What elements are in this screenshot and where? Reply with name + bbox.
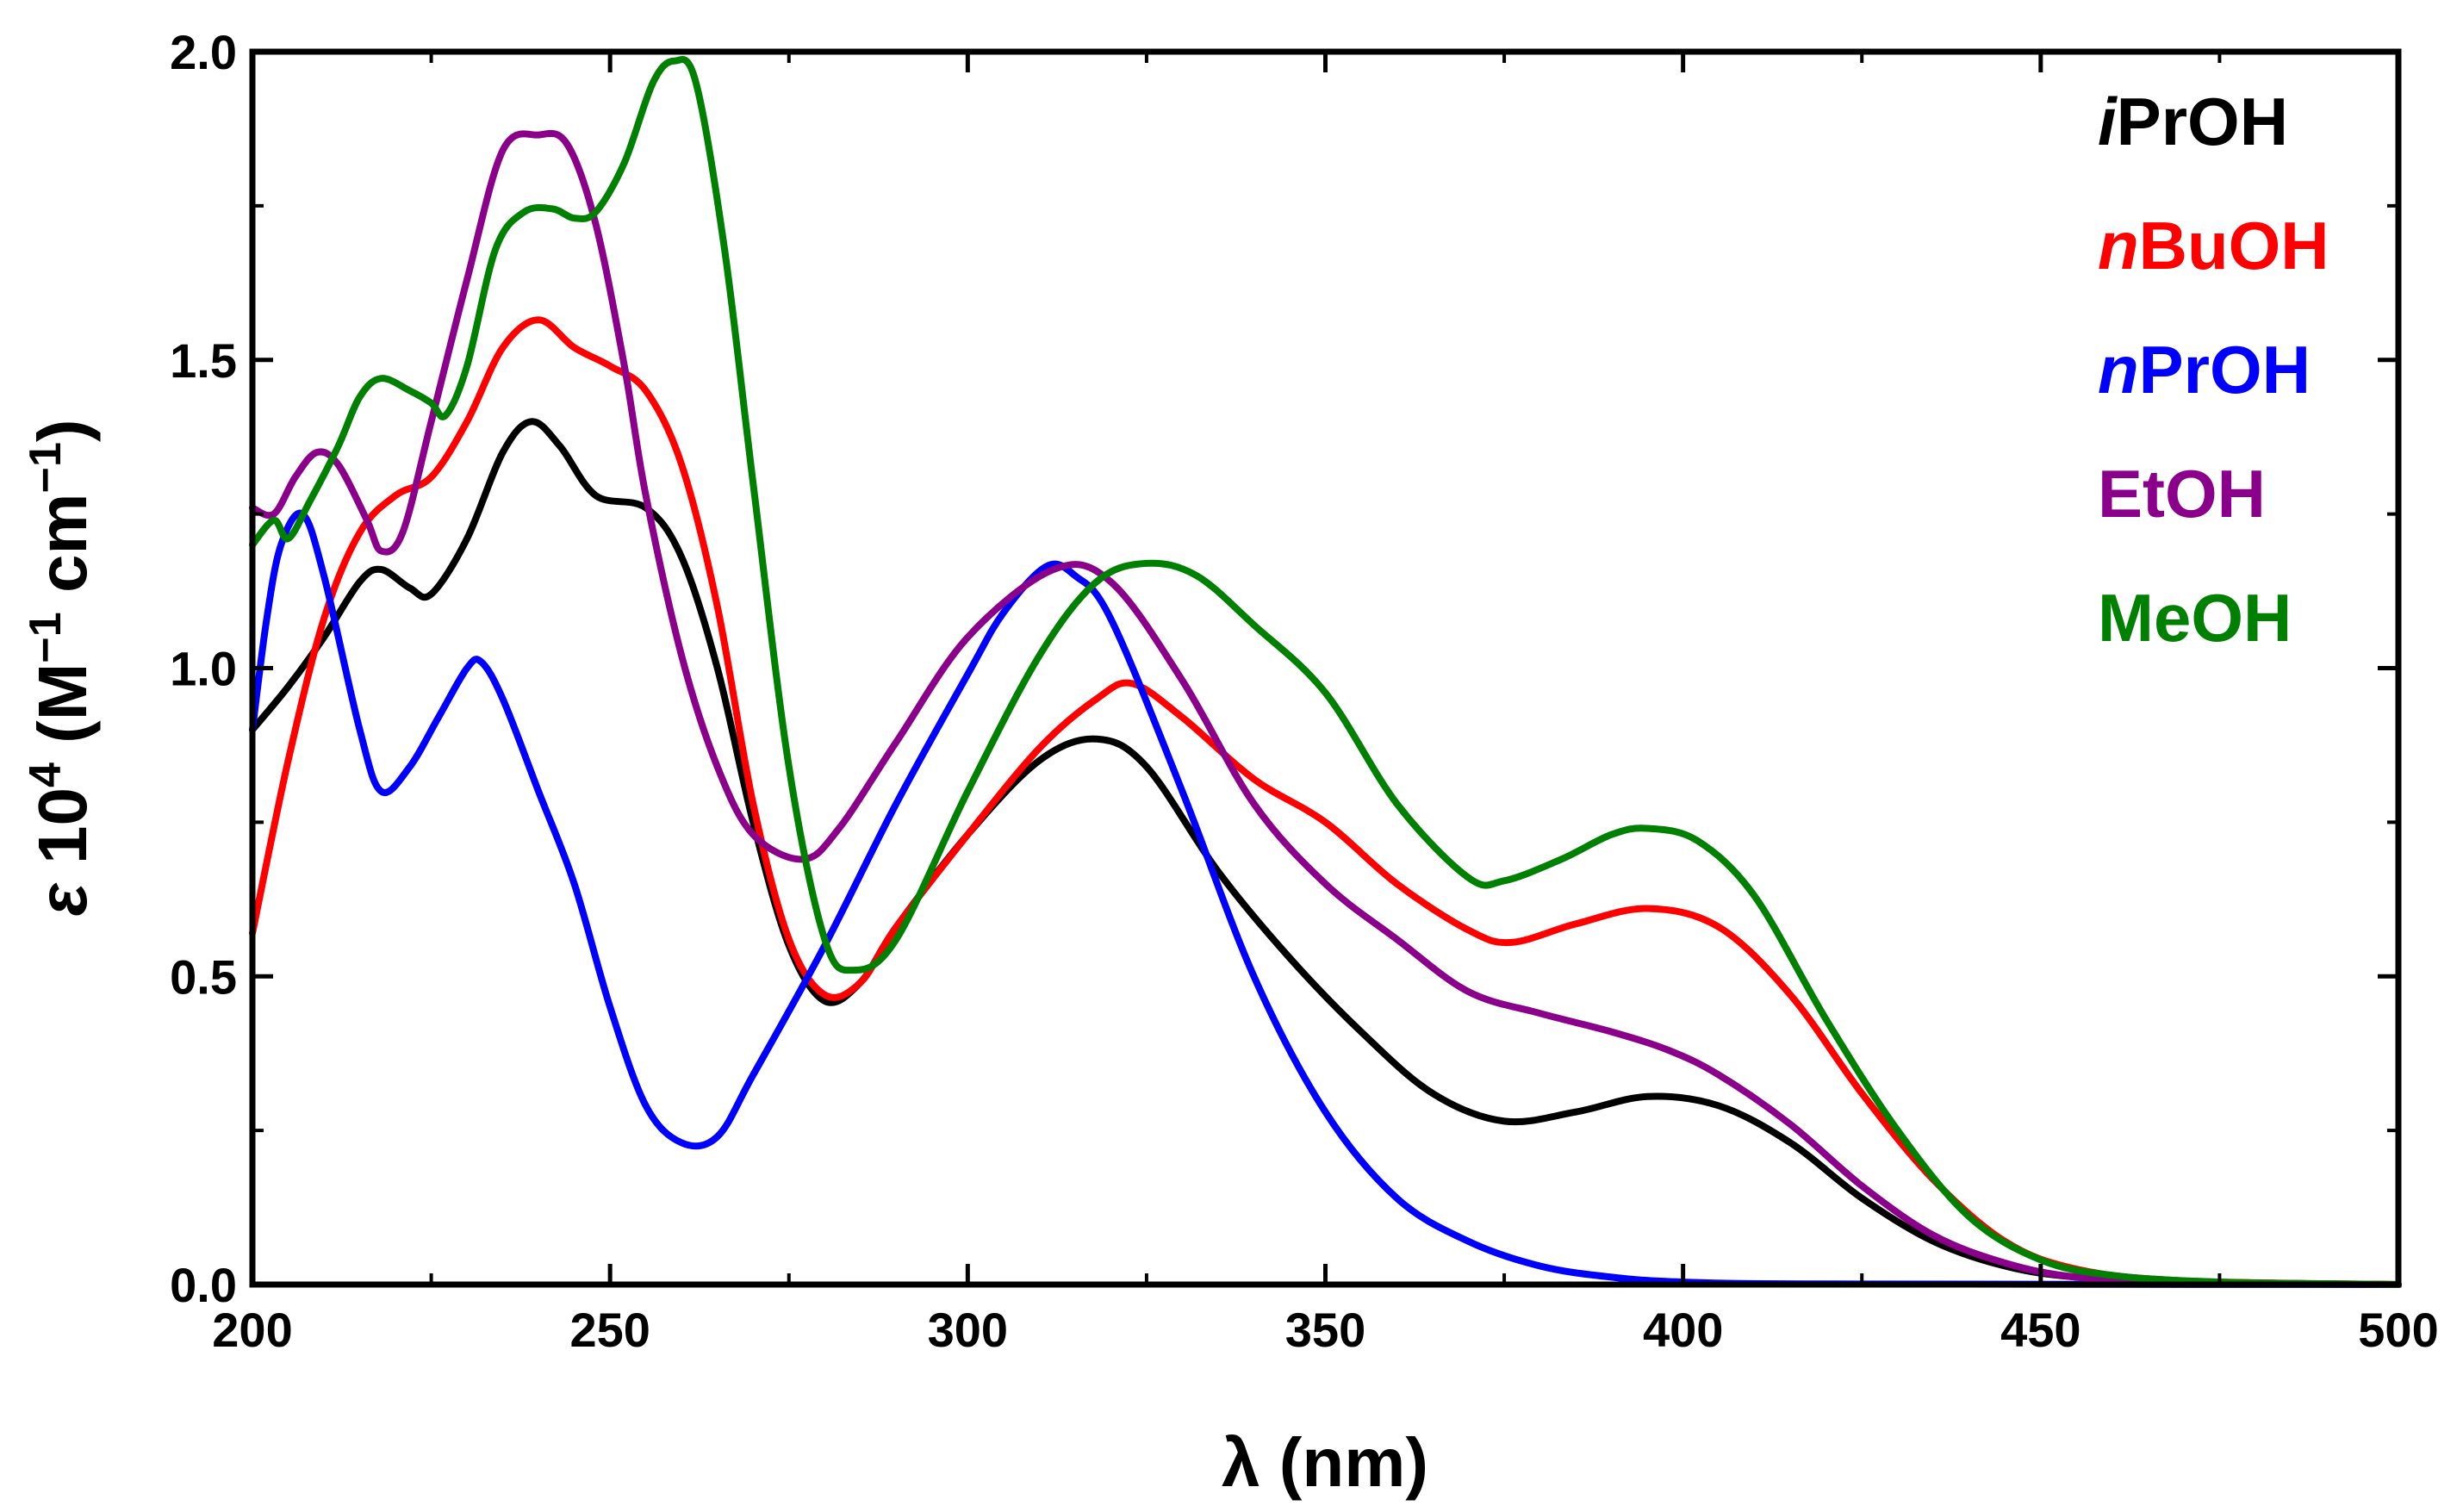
y-tick-label: 0.5 bbox=[170, 949, 237, 1004]
y-axis-factor: 10 bbox=[24, 787, 101, 883]
y-tick-label: 2.0 bbox=[170, 25, 237, 79]
axis-ticks: 200 250 300 350 400 450 500 0.0 0.5 1.0 1.5 2.0 bbox=[170, 25, 2439, 1357]
y-axis-unit-open: (M bbox=[24, 663, 101, 763]
legend-name: MeOH bbox=[2098, 580, 2292, 656]
x-axis-title: λ (nm) bbox=[1222, 1424, 1428, 1501]
series-layer bbox=[249, 56, 2402, 1288]
legend-name: EtOH bbox=[2098, 456, 2266, 532]
y-axis-factor-exp: 4 bbox=[21, 762, 71, 787]
legend-entry-meoh: MeOH bbox=[2098, 580, 2292, 656]
y-axis-symbol: ε bbox=[24, 882, 101, 917]
legend-entry-etoh: EtOH bbox=[2098, 456, 2266, 532]
x-tick-label: 200 bbox=[212, 1303, 292, 1357]
legend-prefix: i bbox=[2098, 84, 2118, 159]
legend-entry-nbuoh: nBuOH bbox=[2098, 208, 2329, 283]
series-line-nbuoh bbox=[249, 316, 2402, 1288]
series-line-nproh bbox=[249, 509, 2402, 1288]
y-axis-title: ε 104 (M−1 cm−1) bbox=[21, 419, 101, 916]
y-tick-label: 0.0 bbox=[170, 1258, 237, 1312]
x-tick-label: 500 bbox=[2358, 1303, 2438, 1357]
legend-prefix: n bbox=[2098, 208, 2139, 283]
y-tick-label: 1.5 bbox=[170, 333, 237, 388]
x-tick-label: 300 bbox=[928, 1303, 1008, 1357]
legend-prefix: n bbox=[2098, 332, 2139, 408]
x-tick-label: 450 bbox=[2000, 1303, 2080, 1357]
legend-entry-iproh: iPrOH bbox=[2098, 84, 2288, 159]
legend-entry-nproh: nPrOH bbox=[2098, 332, 2311, 408]
series-line-meoh bbox=[249, 56, 2402, 1288]
legend-name: PrOH bbox=[2117, 84, 2288, 159]
legend-name: BuOH bbox=[2139, 208, 2329, 283]
series-line-iproh bbox=[249, 418, 2402, 1288]
plot-frame bbox=[249, 48, 2402, 1288]
legend: iPrOH nBuOH nPrOH EtOH MeOH bbox=[2098, 84, 2329, 656]
y-axis-unit-close: ) bbox=[24, 419, 101, 442]
y-tick-label: 1.0 bbox=[170, 642, 237, 696]
legend-name: PrOH bbox=[2139, 332, 2311, 408]
y-axis-unit-exp-1: −1 bbox=[21, 612, 71, 663]
x-tick-label: 400 bbox=[1643, 1303, 1723, 1357]
series-line-etoh bbox=[249, 129, 2402, 1288]
y-axis-unit-mid: cm bbox=[24, 493, 101, 612]
x-tick-label: 250 bbox=[569, 1303, 650, 1357]
x-tick-label: 350 bbox=[1285, 1303, 1365, 1357]
y-axis-unit-exp-2: −1 bbox=[21, 442, 71, 493]
